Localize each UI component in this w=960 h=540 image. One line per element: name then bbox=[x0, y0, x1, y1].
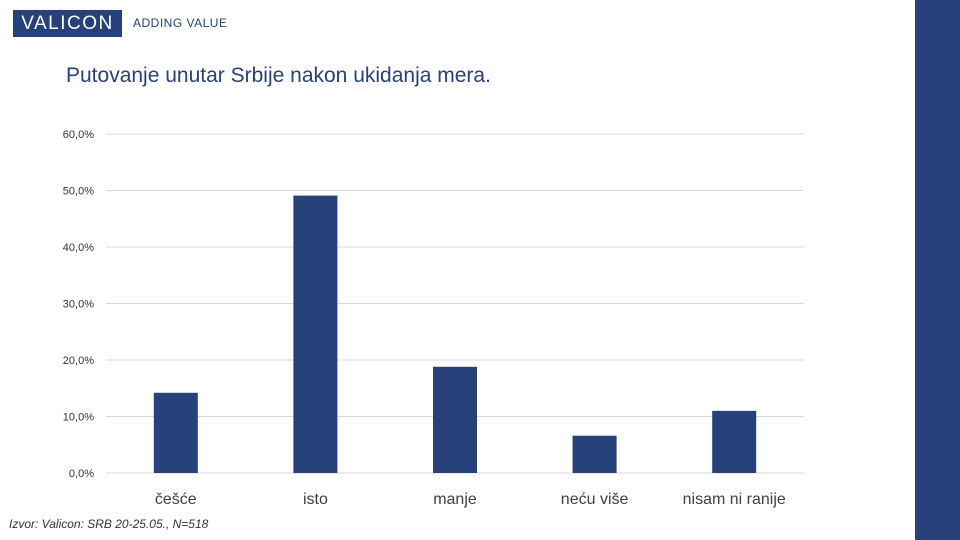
brand-logo-text: VALICON bbox=[21, 12, 114, 34]
y-tick-label: 0,0% bbox=[69, 468, 94, 480]
brand-logo: VALICON bbox=[13, 10, 122, 37]
chart-title: Putovanje unutar Srbije nakon ukidanja m… bbox=[66, 64, 491, 87]
brand-tagline: ADDING VALUE bbox=[133, 16, 228, 30]
bar-5 bbox=[712, 410, 757, 473]
x-category-label: isto bbox=[303, 491, 328, 508]
y-tick-label: 20,0% bbox=[63, 355, 94, 367]
x-category-label: nisam ni ranije bbox=[683, 491, 786, 508]
bar-1 bbox=[153, 392, 198, 473]
x-category-label: neću više bbox=[561, 491, 629, 508]
bar-2 bbox=[293, 195, 338, 473]
y-tick-label: 60,0% bbox=[63, 129, 94, 141]
bar-chart: 0,0% 10,0% 20,0% 30,0% 40,0% 50,0% 60,0% češće i… bbox=[63, 129, 804, 508]
bar-3 bbox=[433, 366, 477, 473]
y-tick-label: 50,0% bbox=[63, 186, 94, 198]
x-category-label: manje bbox=[433, 491, 477, 508]
bar-4 bbox=[572, 435, 617, 473]
decorative-side-bar bbox=[915, 0, 960, 540]
x-category-label: češće bbox=[155, 491, 197, 508]
y-tick-label: 40,0% bbox=[63, 242, 94, 254]
y-tick-label: 10,0% bbox=[63, 412, 94, 424]
source-note: Izvor: Valicon: SRB 20-25.05., N=518 bbox=[9, 517, 209, 531]
y-tick-label: 30,0% bbox=[63, 299, 94, 311]
